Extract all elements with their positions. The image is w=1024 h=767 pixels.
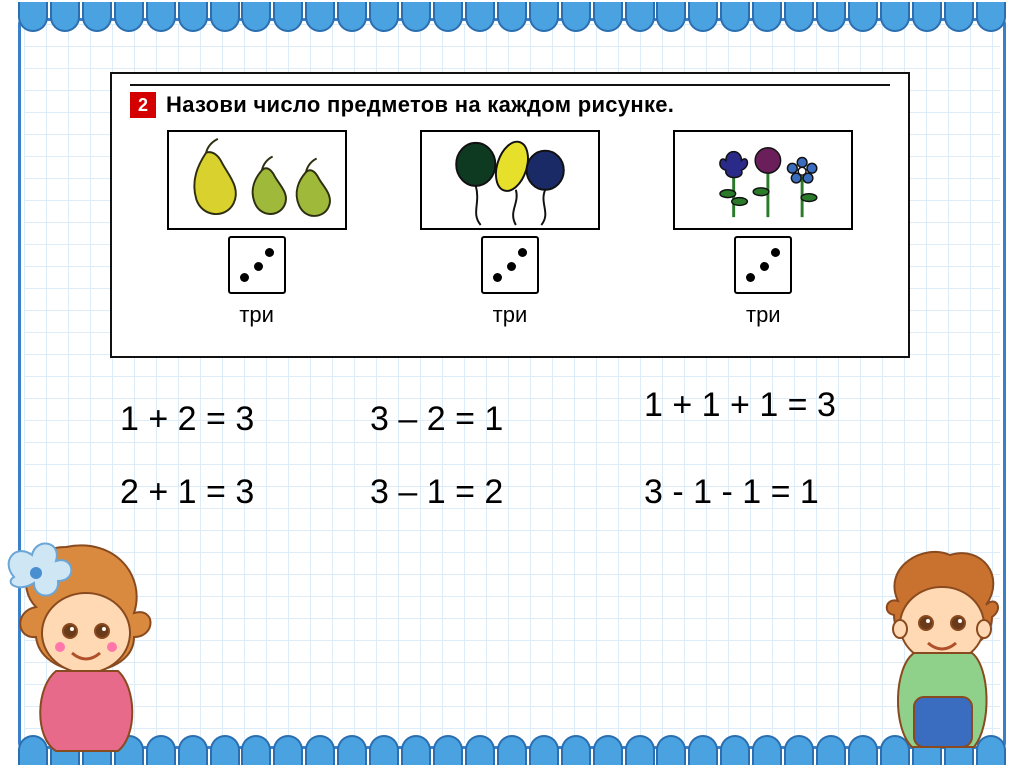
title-row: 2 Назови число предметов на каждом рисун… — [130, 92, 890, 118]
exercise-title: Назови число предметов на каждом рисунке… — [166, 92, 674, 118]
girl-character-icon — [6, 537, 166, 757]
picture-box-balloons — [420, 130, 600, 230]
picture-box-flowers — [673, 130, 853, 230]
equation: 3 – 1 = 2 — [370, 473, 620, 512]
picture-box-pears — [167, 130, 347, 230]
picture-column: три — [673, 130, 853, 328]
dice-three — [481, 236, 539, 294]
equation: 1 + 2 = 3 — [120, 400, 370, 439]
worksheet-panel: 2 Назови число предметов на каждом рисун… — [110, 72, 910, 358]
boy-character-icon — [864, 547, 1014, 757]
picture-column: три — [420, 130, 600, 328]
pictures-row: три три — [130, 130, 890, 328]
picture-column: три — [167, 130, 347, 328]
exercise-number-badge: 2 — [130, 92, 156, 118]
flowers-icon — [675, 130, 851, 230]
balloons-icon — [422, 130, 598, 230]
count-word: три — [493, 302, 528, 328]
worksheet-top-rule — [130, 84, 890, 86]
count-word: три — [239, 302, 274, 328]
dice-three — [228, 236, 286, 294]
equation: 3 - 1 - 1 = 1 — [620, 473, 920, 512]
dice-three — [734, 236, 792, 294]
equation: 2 + 1 = 3 — [120, 473, 370, 512]
equation: 1 + 1 + 1 = 3 — [620, 386, 920, 425]
equations-block: 1 + 2 = 3 3 – 2 = 1 1 + 1 + 1 = 3 2 + 1 … — [120, 400, 920, 512]
equation: 3 – 2 = 1 — [370, 400, 620, 439]
pears-icon — [169, 130, 345, 230]
count-word: три — [746, 302, 781, 328]
